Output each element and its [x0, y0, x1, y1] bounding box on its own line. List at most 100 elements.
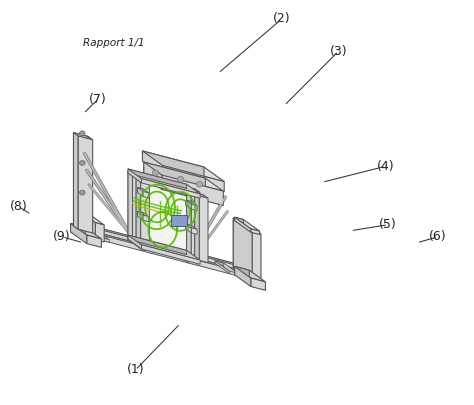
Polygon shape — [129, 179, 139, 247]
Polygon shape — [215, 261, 229, 274]
Polygon shape — [174, 250, 183, 255]
Polygon shape — [141, 181, 149, 251]
Text: (4): (4) — [377, 160, 395, 173]
Polygon shape — [187, 187, 191, 254]
Polygon shape — [130, 239, 139, 243]
Text: (1): (1) — [127, 364, 144, 377]
Polygon shape — [191, 204, 197, 211]
Text: (8): (8) — [10, 200, 27, 213]
Text: (5): (5) — [379, 218, 397, 231]
Circle shape — [196, 181, 203, 187]
Polygon shape — [128, 169, 200, 194]
Polygon shape — [143, 215, 149, 222]
Polygon shape — [128, 235, 200, 260]
Polygon shape — [142, 179, 200, 198]
Polygon shape — [191, 190, 200, 257]
Polygon shape — [129, 179, 138, 243]
Polygon shape — [252, 232, 261, 283]
Polygon shape — [95, 223, 104, 242]
Polygon shape — [143, 151, 204, 177]
Polygon shape — [90, 231, 93, 238]
Polygon shape — [141, 182, 199, 260]
Polygon shape — [78, 136, 92, 233]
Polygon shape — [93, 233, 255, 280]
Polygon shape — [195, 193, 208, 198]
Polygon shape — [195, 193, 199, 260]
Polygon shape — [186, 224, 191, 233]
Polygon shape — [71, 224, 85, 236]
Polygon shape — [136, 177, 141, 248]
Circle shape — [177, 177, 184, 182]
Polygon shape — [235, 217, 251, 232]
Polygon shape — [187, 187, 200, 192]
Polygon shape — [128, 169, 142, 183]
Polygon shape — [144, 162, 205, 193]
Polygon shape — [191, 228, 197, 234]
Polygon shape — [128, 235, 142, 249]
Polygon shape — [136, 177, 145, 247]
Polygon shape — [133, 175, 141, 245]
Polygon shape — [73, 133, 92, 140]
Polygon shape — [71, 224, 101, 239]
Polygon shape — [128, 169, 187, 189]
Polygon shape — [186, 224, 197, 229]
Polygon shape — [76, 209, 85, 228]
Polygon shape — [229, 271, 238, 276]
Polygon shape — [172, 215, 187, 226]
Polygon shape — [86, 227, 100, 240]
Polygon shape — [130, 239, 145, 252]
Polygon shape — [186, 200, 191, 209]
Polygon shape — [79, 223, 82, 230]
Polygon shape — [136, 177, 149, 183]
Polygon shape — [251, 278, 265, 290]
Polygon shape — [143, 151, 163, 176]
Polygon shape — [137, 188, 143, 196]
Polygon shape — [251, 229, 260, 234]
Polygon shape — [137, 211, 149, 217]
Polygon shape — [100, 237, 109, 242]
Text: (2): (2) — [273, 13, 291, 26]
Polygon shape — [174, 250, 188, 263]
Polygon shape — [233, 218, 242, 269]
Polygon shape — [128, 171, 137, 242]
Polygon shape — [144, 162, 162, 190]
Polygon shape — [86, 227, 109, 240]
Circle shape — [152, 170, 159, 176]
Text: Rapport 1/1: Rapport 1/1 — [83, 38, 145, 48]
Polygon shape — [79, 223, 240, 270]
Polygon shape — [139, 186, 148, 249]
Circle shape — [80, 190, 85, 195]
Polygon shape — [128, 171, 141, 177]
Polygon shape — [129, 179, 148, 189]
Polygon shape — [163, 166, 224, 192]
Polygon shape — [76, 209, 95, 240]
Polygon shape — [215, 261, 238, 273]
Polygon shape — [235, 266, 249, 279]
Polygon shape — [128, 173, 187, 251]
Polygon shape — [143, 191, 149, 198]
Polygon shape — [142, 245, 200, 264]
Polygon shape — [137, 188, 149, 193]
Polygon shape — [187, 187, 195, 254]
Polygon shape — [186, 200, 191, 207]
Polygon shape — [186, 200, 197, 206]
Polygon shape — [215, 261, 224, 266]
Polygon shape — [82, 225, 243, 272]
Polygon shape — [79, 223, 243, 267]
Polygon shape — [235, 217, 260, 231]
Polygon shape — [137, 188, 143, 194]
Polygon shape — [137, 211, 143, 220]
Polygon shape — [87, 235, 101, 247]
Polygon shape — [188, 260, 197, 265]
Polygon shape — [235, 266, 251, 286]
Polygon shape — [90, 231, 255, 275]
Circle shape — [80, 131, 85, 136]
Polygon shape — [174, 250, 197, 263]
Polygon shape — [73, 133, 78, 229]
Polygon shape — [145, 249, 153, 254]
Polygon shape — [128, 235, 187, 255]
Text: (9): (9) — [53, 230, 71, 243]
Polygon shape — [186, 224, 191, 230]
Polygon shape — [73, 133, 88, 230]
Polygon shape — [235, 217, 244, 223]
